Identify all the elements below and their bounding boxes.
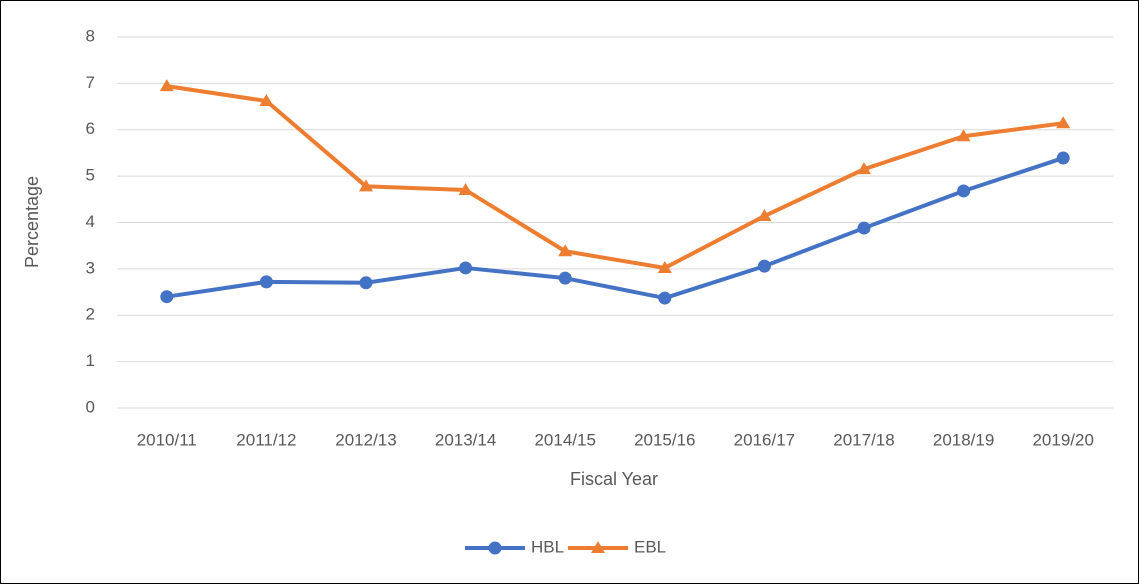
x-tick-label: 2016/17 (734, 430, 795, 449)
data-point (956, 129, 971, 142)
x-tick-label: 2011/12 (236, 430, 296, 449)
legend-marker (488, 541, 502, 555)
data-point (757, 259, 771, 273)
data-point (558, 244, 573, 257)
x-tick-label: 2019/20 (1032, 430, 1093, 449)
y-tick-label: 0 (86, 397, 95, 416)
data-point (857, 221, 871, 235)
data-point (459, 261, 473, 275)
x-tick-label: 2018/19 (933, 430, 994, 449)
data-point (159, 79, 174, 92)
legend-marker (591, 541, 605, 553)
data-point (359, 276, 373, 290)
data-point (1056, 151, 1070, 165)
x-tick-label: 2010/11 (137, 430, 197, 449)
y-tick-label: 1 (86, 351, 95, 370)
legend-label: HBL (531, 537, 564, 556)
y-tick-label: 2 (86, 305, 95, 324)
data-point (757, 209, 772, 222)
data-point (359, 179, 373, 192)
legend-label: EBL (634, 537, 666, 556)
data-point (1056, 116, 1071, 129)
data-point (259, 275, 273, 289)
data-point (657, 260, 672, 273)
data-point (458, 183, 473, 196)
y-tick-label: 4 (86, 212, 95, 231)
y-axis-label: Percentage (22, 176, 42, 268)
x-tick-label: 2017/18 (833, 430, 894, 449)
y-tick-label: 7 (86, 73, 95, 92)
x-tick-label: 2012/13 (335, 430, 396, 449)
y-tick-label: 6 (86, 119, 95, 138)
series-line (166, 84, 1064, 270)
data-point (857, 162, 871, 175)
data-point (558, 271, 572, 285)
y-tick-label: 3 (86, 258, 95, 277)
y-tick-label: 8 (86, 26, 95, 45)
y-tick-label: 5 (86, 166, 95, 185)
series-line (166, 156, 1064, 301)
x-axis-label: Fiscal Year (570, 469, 658, 489)
x-tick-label: 2013/14 (435, 430, 496, 449)
data-point (160, 290, 174, 304)
data-point (957, 184, 971, 198)
data-point (658, 291, 672, 305)
data-point (259, 93, 274, 106)
x-tick-label: 2014/15 (534, 430, 595, 449)
x-tick-label: 2015/16 (634, 430, 695, 449)
